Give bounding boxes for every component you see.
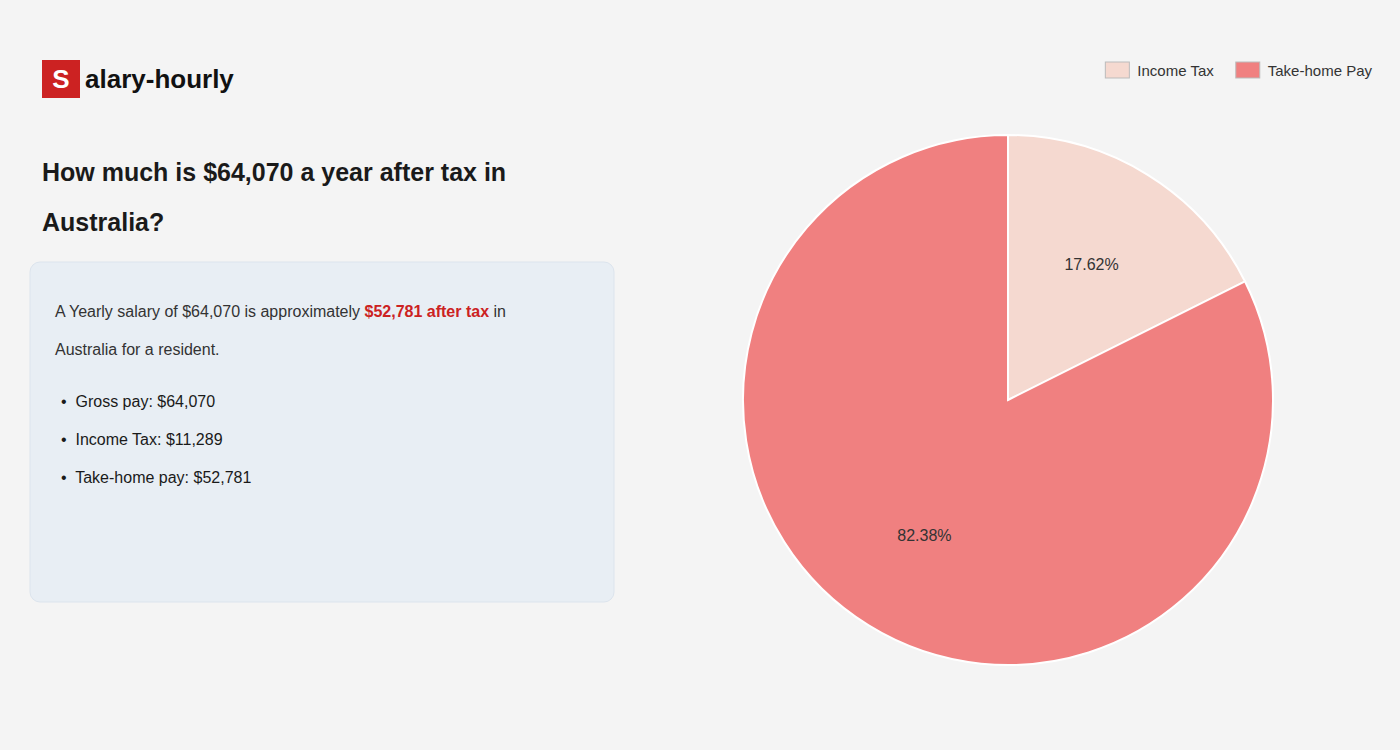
data-label: 82.38% (897, 527, 951, 544)
title: How much is $64,070 a year after tax in (42, 158, 506, 186)
background (0, 0, 1400, 750)
logo: Salary-hourly (42, 60, 234, 98)
legend-item: Take-home Pay (1236, 62, 1373, 79)
legend-swatch (1236, 62, 1260, 78)
legend: Income Tax Take-home Pay (1105, 62, 1372, 79)
logo-letter: S (52, 64, 69, 94)
bullet: • Gross pay: $64,070 (61, 393, 215, 410)
info-text: in (489, 303, 506, 320)
bullet: • Take-home pay: $52,781 (61, 469, 251, 486)
legend-label: Take-home Pay (1268, 62, 1373, 79)
logo-text: alary-hourly (85, 64, 234, 94)
pie (743, 135, 1273, 665)
slice (743, 135, 1273, 665)
info-text: Australia for a resident. (55, 341, 220, 358)
info-box (30, 262, 614, 602)
logo-box (42, 60, 80, 98)
legend-label: Income Tax (1137, 62, 1214, 79)
title: Australia? (42, 208, 164, 236)
legend-item: Income Tax (1105, 62, 1214, 79)
chart: Salary-hourly How much is $64,070 a year … (0, 0, 1400, 750)
info-text: $52,781 after tax (365, 303, 490, 320)
legend-swatch (1105, 62, 1129, 78)
info-text: A Yearly salary of $64,070 is approximat… (55, 303, 365, 320)
bullet: • Income Tax: $11,289 (61, 431, 223, 448)
data-label: 17.62% (1064, 256, 1118, 273)
pie-labels: 17.62% 82.38% (897, 256, 1118, 544)
info-line: A Yearly salary of $64,070 is approximat… (55, 303, 506, 320)
